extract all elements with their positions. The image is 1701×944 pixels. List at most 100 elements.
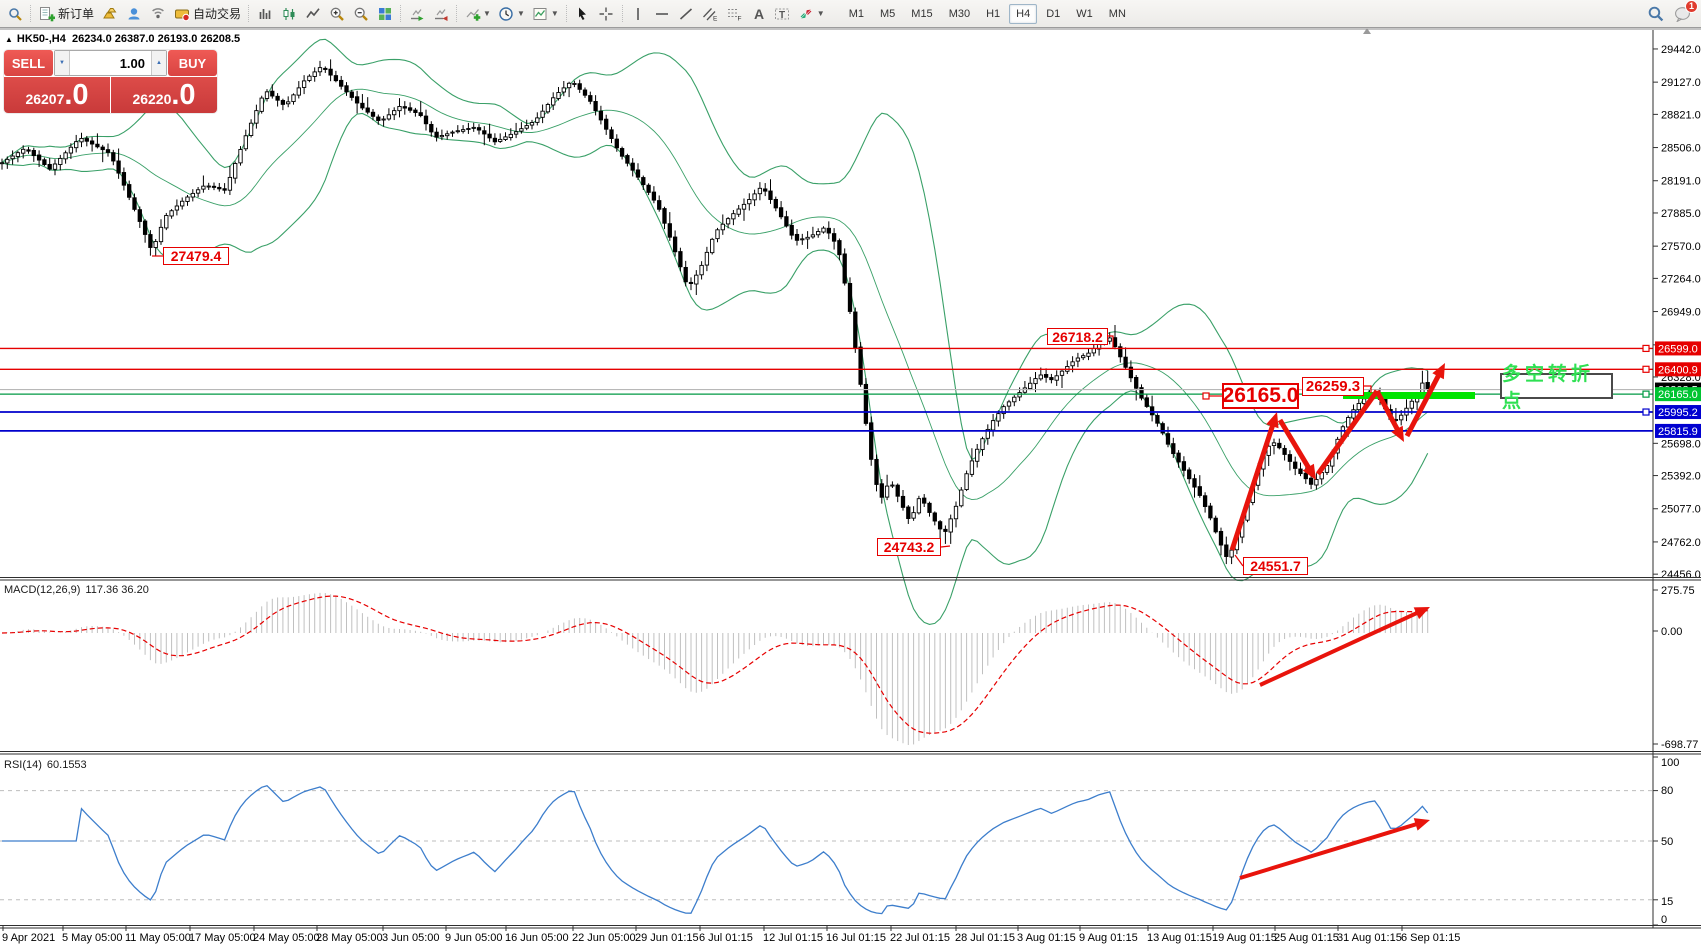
- svg-text:29442.0: 29442.0: [1661, 44, 1701, 56]
- sell-button[interactable]: SELL: [4, 50, 53, 76]
- buy-price[interactable]: 26220.0: [111, 77, 217, 113]
- chart-shift-marker[interactable]: [1363, 28, 1371, 34]
- search-small-button[interactable]: [6, 5, 23, 22]
- dropdown-caret-icon[interactable]: ▼: [516, 9, 525, 18]
- price-callout-label[interactable]: 26165.0: [1222, 383, 1299, 409]
- bar-chart-button[interactable]: [256, 5, 273, 22]
- new-order-icon: [38, 5, 55, 22]
- macd-values: 117.36 36.20: [85, 584, 149, 596]
- horizontal-lines[interactable]: [0, 344, 1653, 432]
- auto-scroll-button[interactable]: [408, 5, 425, 22]
- volume-up-button[interactable]: ▲: [151, 51, 166, 75]
- buy-button[interactable]: BUY: [168, 50, 217, 76]
- tile-windows-button[interactable]: [376, 5, 393, 22]
- tf-button-H1[interactable]: H1: [986, 7, 1001, 20]
- notifications-button[interactable]: 1: [1674, 0, 1698, 22]
- dropdown-caret-icon[interactable]: ▼: [816, 9, 825, 18]
- tf-button-H4[interactable]: H4: [1009, 3, 1038, 24]
- new-order-button[interactable]: 新订单: [38, 5, 94, 22]
- toolbar-group: 新订单 自动交易: [30, 5, 248, 22]
- trend-arrow-head: [1302, 463, 1316, 480]
- channel-button[interactable]: E: [702, 5, 719, 22]
- axis-price-label: 26400.9: [1658, 364, 1698, 376]
- toolbar-group: ▼ ▼ ▼: [456, 5, 566, 22]
- chart-shift-icon: [432, 5, 449, 22]
- auto-trading-button[interactable]: 自动交易: [173, 5, 241, 22]
- svg-text:80: 80: [1661, 785, 1673, 797]
- trendline-icon: [678, 5, 695, 22]
- tf-button-W1[interactable]: W1: [1076, 7, 1093, 20]
- gold-deposit-icon: [101, 5, 118, 22]
- gold-deposit-button[interactable]: [101, 5, 118, 22]
- volume-stepper[interactable]: ▼ 1.00 ▲: [54, 50, 167, 76]
- crosshair-button[interactable]: [598, 5, 615, 22]
- toolbar-button-label: 新订单: [58, 7, 95, 21]
- tf-button-D1[interactable]: D1: [1046, 7, 1061, 20]
- svg-text:16 Jun 05:00: 16 Jun 05:00: [505, 932, 569, 944]
- text-label-icon: T: [774, 5, 791, 22]
- dropdown-caret-icon[interactable]: ▼: [483, 9, 491, 18]
- svg-text:3 Aug 01:15: 3 Aug 01:15: [1017, 932, 1076, 944]
- candle-chart-button[interactable]: [280, 5, 297, 22]
- macd-indicator: 275.75 0.00 -698.77: [1, 585, 1698, 751]
- line-chart-icon: [304, 5, 321, 22]
- price-callout-label[interactable]: 26259.3: [1302, 377, 1364, 396]
- trendline-button[interactable]: [678, 5, 695, 22]
- shapes-icon: [798, 5, 815, 22]
- tf-button-M15[interactable]: M15: [911, 7, 933, 20]
- svg-text:E: E: [713, 15, 718, 22]
- trend-arrow-segment: [1277, 418, 1314, 475]
- line-chart-button[interactable]: [304, 5, 321, 22]
- tf-button-M5[interactable]: M5: [880, 7, 896, 20]
- tf-button-MN[interactable]: MN: [1108, 7, 1126, 20]
- collapse-marker-icon[interactable]: ▲: [5, 35, 13, 44]
- volume-value[interactable]: 1.00: [119, 55, 145, 71]
- sell-price-main: 26207: [25, 91, 65, 107]
- svg-text:5 May 05:00: 5 May 05:00: [62, 932, 123, 944]
- toolbar-group: [248, 5, 400, 22]
- pane-borders: [0, 28, 1701, 929]
- dropdown-caret-icon[interactable]: ▼: [550, 9, 559, 18]
- signals-icon: [149, 5, 166, 22]
- horizontal-line-button[interactable]: [654, 5, 671, 22]
- svg-text:9 Apr 2021: 9 Apr 2021: [2, 932, 55, 944]
- zoom-out-button[interactable]: [352, 5, 369, 22]
- shapes-button[interactable]: ▼: [798, 5, 825, 22]
- indicators-button[interactable]: ▼: [464, 5, 491, 22]
- tf-button-M1[interactable]: M1: [848, 7, 864, 20]
- trend-turning-point-note[interactable]: 多空转折点: [1500, 364, 1613, 412]
- zoom-in-icon: [328, 5, 345, 22]
- vertical-line-button[interactable]: [630, 5, 647, 22]
- cursor-button[interactable]: [574, 5, 591, 22]
- community-button[interactable]: [125, 5, 142, 22]
- search-button[interactable]: [1647, 5, 1664, 22]
- price-callout-label[interactable]: 24743.2: [877, 538, 941, 556]
- horizontal-line-icon: [654, 5, 671, 22]
- community-icon: [125, 5, 142, 22]
- chart-shift-button[interactable]: [432, 5, 449, 22]
- zoom-in-button[interactable]: [328, 5, 345, 22]
- text-label-button[interactable]: T: [774, 5, 791, 22]
- bar-chart-icon: [256, 5, 273, 22]
- svg-text:T: T: [779, 9, 785, 20]
- tf-button-M30[interactable]: M30: [948, 7, 971, 20]
- periods-button[interactable]: ▼: [498, 5, 525, 22]
- text-button[interactable]: A: [750, 5, 767, 22]
- support-zone-bar[interactable]: [1343, 392, 1475, 399]
- trend-arrows[interactable]: [1229, 363, 1445, 880]
- toolbar-right: 1: [1647, 0, 1698, 22]
- sell-price[interactable]: 26207.0: [4, 77, 110, 113]
- trend-arrow-head: [1391, 425, 1404, 442]
- buy-price-main: 26220: [132, 91, 172, 107]
- price-callout-label[interactable]: 27479.4: [163, 247, 229, 265]
- volume-down-button[interactable]: ▼: [55, 51, 70, 75]
- fibonacci-button[interactable]: F: [726, 5, 743, 22]
- price-callout-label[interactable]: 26718.2: [1047, 328, 1108, 345]
- search-small-icon: [6, 5, 23, 22]
- zoom-out-icon: [352, 5, 369, 22]
- signals-button[interactable]: [149, 5, 166, 22]
- templates-button[interactable]: ▼: [532, 5, 559, 22]
- price-callout-label[interactable]: 24551.7: [1243, 557, 1308, 575]
